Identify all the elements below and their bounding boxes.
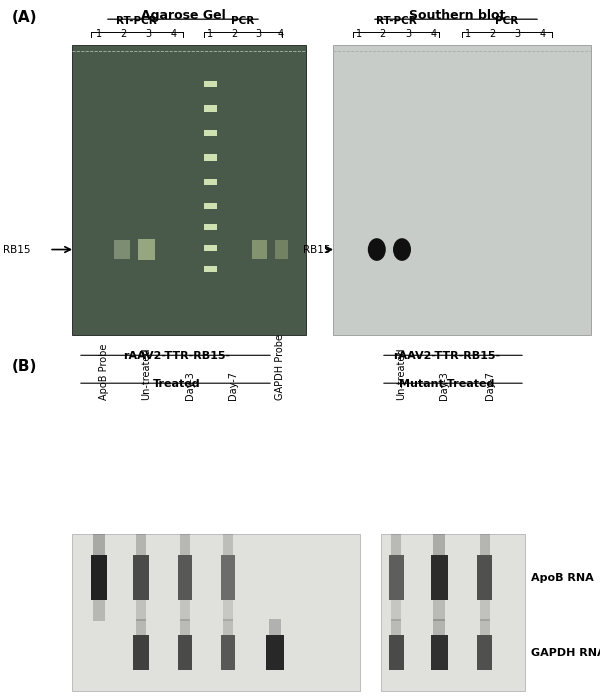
- Bar: [221, 555, 235, 600]
- Bar: [204, 245, 217, 251]
- Text: Southern blot: Southern blot: [409, 9, 505, 22]
- Bar: [479, 620, 490, 635]
- Bar: [269, 620, 281, 635]
- Text: 2: 2: [120, 29, 126, 39]
- Bar: [391, 600, 401, 621]
- Bar: [266, 635, 284, 670]
- Bar: [433, 620, 445, 635]
- Text: 2: 2: [380, 29, 386, 39]
- Bar: [204, 154, 217, 161]
- Bar: [433, 600, 445, 621]
- Bar: [433, 534, 445, 555]
- Bar: [178, 555, 192, 600]
- Text: 4: 4: [171, 29, 177, 39]
- Text: Un-treated: Un-treated: [141, 347, 151, 399]
- Text: Day-3: Day-3: [185, 371, 195, 399]
- Bar: [223, 600, 233, 621]
- Text: 4: 4: [278, 29, 284, 39]
- Bar: [479, 600, 490, 621]
- Text: Day-7: Day-7: [485, 371, 495, 399]
- Text: 2: 2: [489, 29, 495, 39]
- Bar: [138, 239, 155, 260]
- Bar: [223, 620, 233, 635]
- Bar: [72, 45, 306, 335]
- Bar: [204, 203, 217, 209]
- Text: RT-PCR: RT-PCR: [376, 16, 416, 26]
- Text: 3: 3: [405, 29, 411, 39]
- Ellipse shape: [393, 238, 411, 261]
- Bar: [204, 224, 217, 230]
- Bar: [180, 620, 190, 635]
- Text: (A): (A): [12, 10, 37, 25]
- Bar: [136, 600, 146, 621]
- Text: PCR: PCR: [232, 16, 254, 26]
- Bar: [252, 240, 267, 259]
- Text: RB15: RB15: [3, 244, 31, 255]
- Text: 1: 1: [465, 29, 471, 39]
- Text: GAPDH RNA: GAPDH RNA: [531, 648, 600, 658]
- Bar: [275, 240, 288, 259]
- Bar: [391, 620, 401, 635]
- Bar: [93, 534, 105, 555]
- Ellipse shape: [368, 238, 386, 261]
- Text: ApoB RNA: ApoB RNA: [531, 572, 594, 583]
- Bar: [478, 555, 493, 600]
- Text: 3: 3: [146, 29, 152, 39]
- Bar: [204, 266, 217, 272]
- Text: 1: 1: [207, 29, 213, 39]
- Bar: [72, 534, 360, 691]
- Text: 2: 2: [231, 29, 237, 39]
- Bar: [204, 81, 217, 87]
- Bar: [178, 635, 192, 670]
- Text: RB15: RB15: [303, 244, 331, 255]
- Bar: [180, 534, 190, 555]
- Bar: [391, 534, 401, 555]
- Text: Mutant-Treated: Mutant-Treated: [400, 378, 494, 389]
- Bar: [221, 635, 235, 670]
- Bar: [389, 555, 404, 600]
- Bar: [204, 105, 217, 112]
- Bar: [478, 635, 493, 670]
- Bar: [204, 179, 217, 185]
- Bar: [93, 600, 105, 621]
- Text: 4: 4: [539, 29, 545, 39]
- Text: 3: 3: [514, 29, 520, 39]
- Bar: [114, 240, 130, 260]
- Bar: [133, 555, 149, 600]
- Text: Agarose Gel: Agarose Gel: [140, 9, 226, 22]
- Bar: [431, 635, 448, 670]
- Text: 4: 4: [430, 29, 436, 39]
- Bar: [91, 555, 107, 600]
- Bar: [333, 45, 591, 335]
- Bar: [136, 534, 146, 555]
- Bar: [133, 635, 149, 670]
- Bar: [479, 534, 490, 555]
- Text: rAAV2-TTR-RB15-: rAAV2-TTR-RB15-: [124, 350, 230, 361]
- Text: Day-7: Day-7: [228, 371, 238, 399]
- Bar: [381, 534, 525, 691]
- Text: 3: 3: [255, 29, 261, 39]
- Bar: [136, 620, 146, 635]
- Bar: [223, 534, 233, 555]
- Bar: [180, 600, 190, 621]
- Text: ApoB Probe: ApoB Probe: [99, 343, 109, 399]
- Text: 1: 1: [96, 29, 102, 39]
- Text: Un-treated: Un-treated: [396, 347, 406, 399]
- Text: RT-PCR: RT-PCR: [116, 16, 157, 26]
- Bar: [389, 635, 404, 670]
- Text: PCR: PCR: [496, 16, 518, 26]
- Text: Day-3: Day-3: [439, 371, 449, 399]
- Bar: [204, 130, 217, 136]
- Text: rAAV2-TTR-RB15-: rAAV2-TTR-RB15-: [394, 350, 500, 361]
- Text: Treated: Treated: [153, 378, 201, 389]
- Bar: [431, 555, 448, 600]
- Text: 1: 1: [356, 29, 362, 39]
- Text: (B): (B): [12, 359, 37, 374]
- Text: GAPDH Probe: GAPDH Probe: [275, 334, 285, 399]
